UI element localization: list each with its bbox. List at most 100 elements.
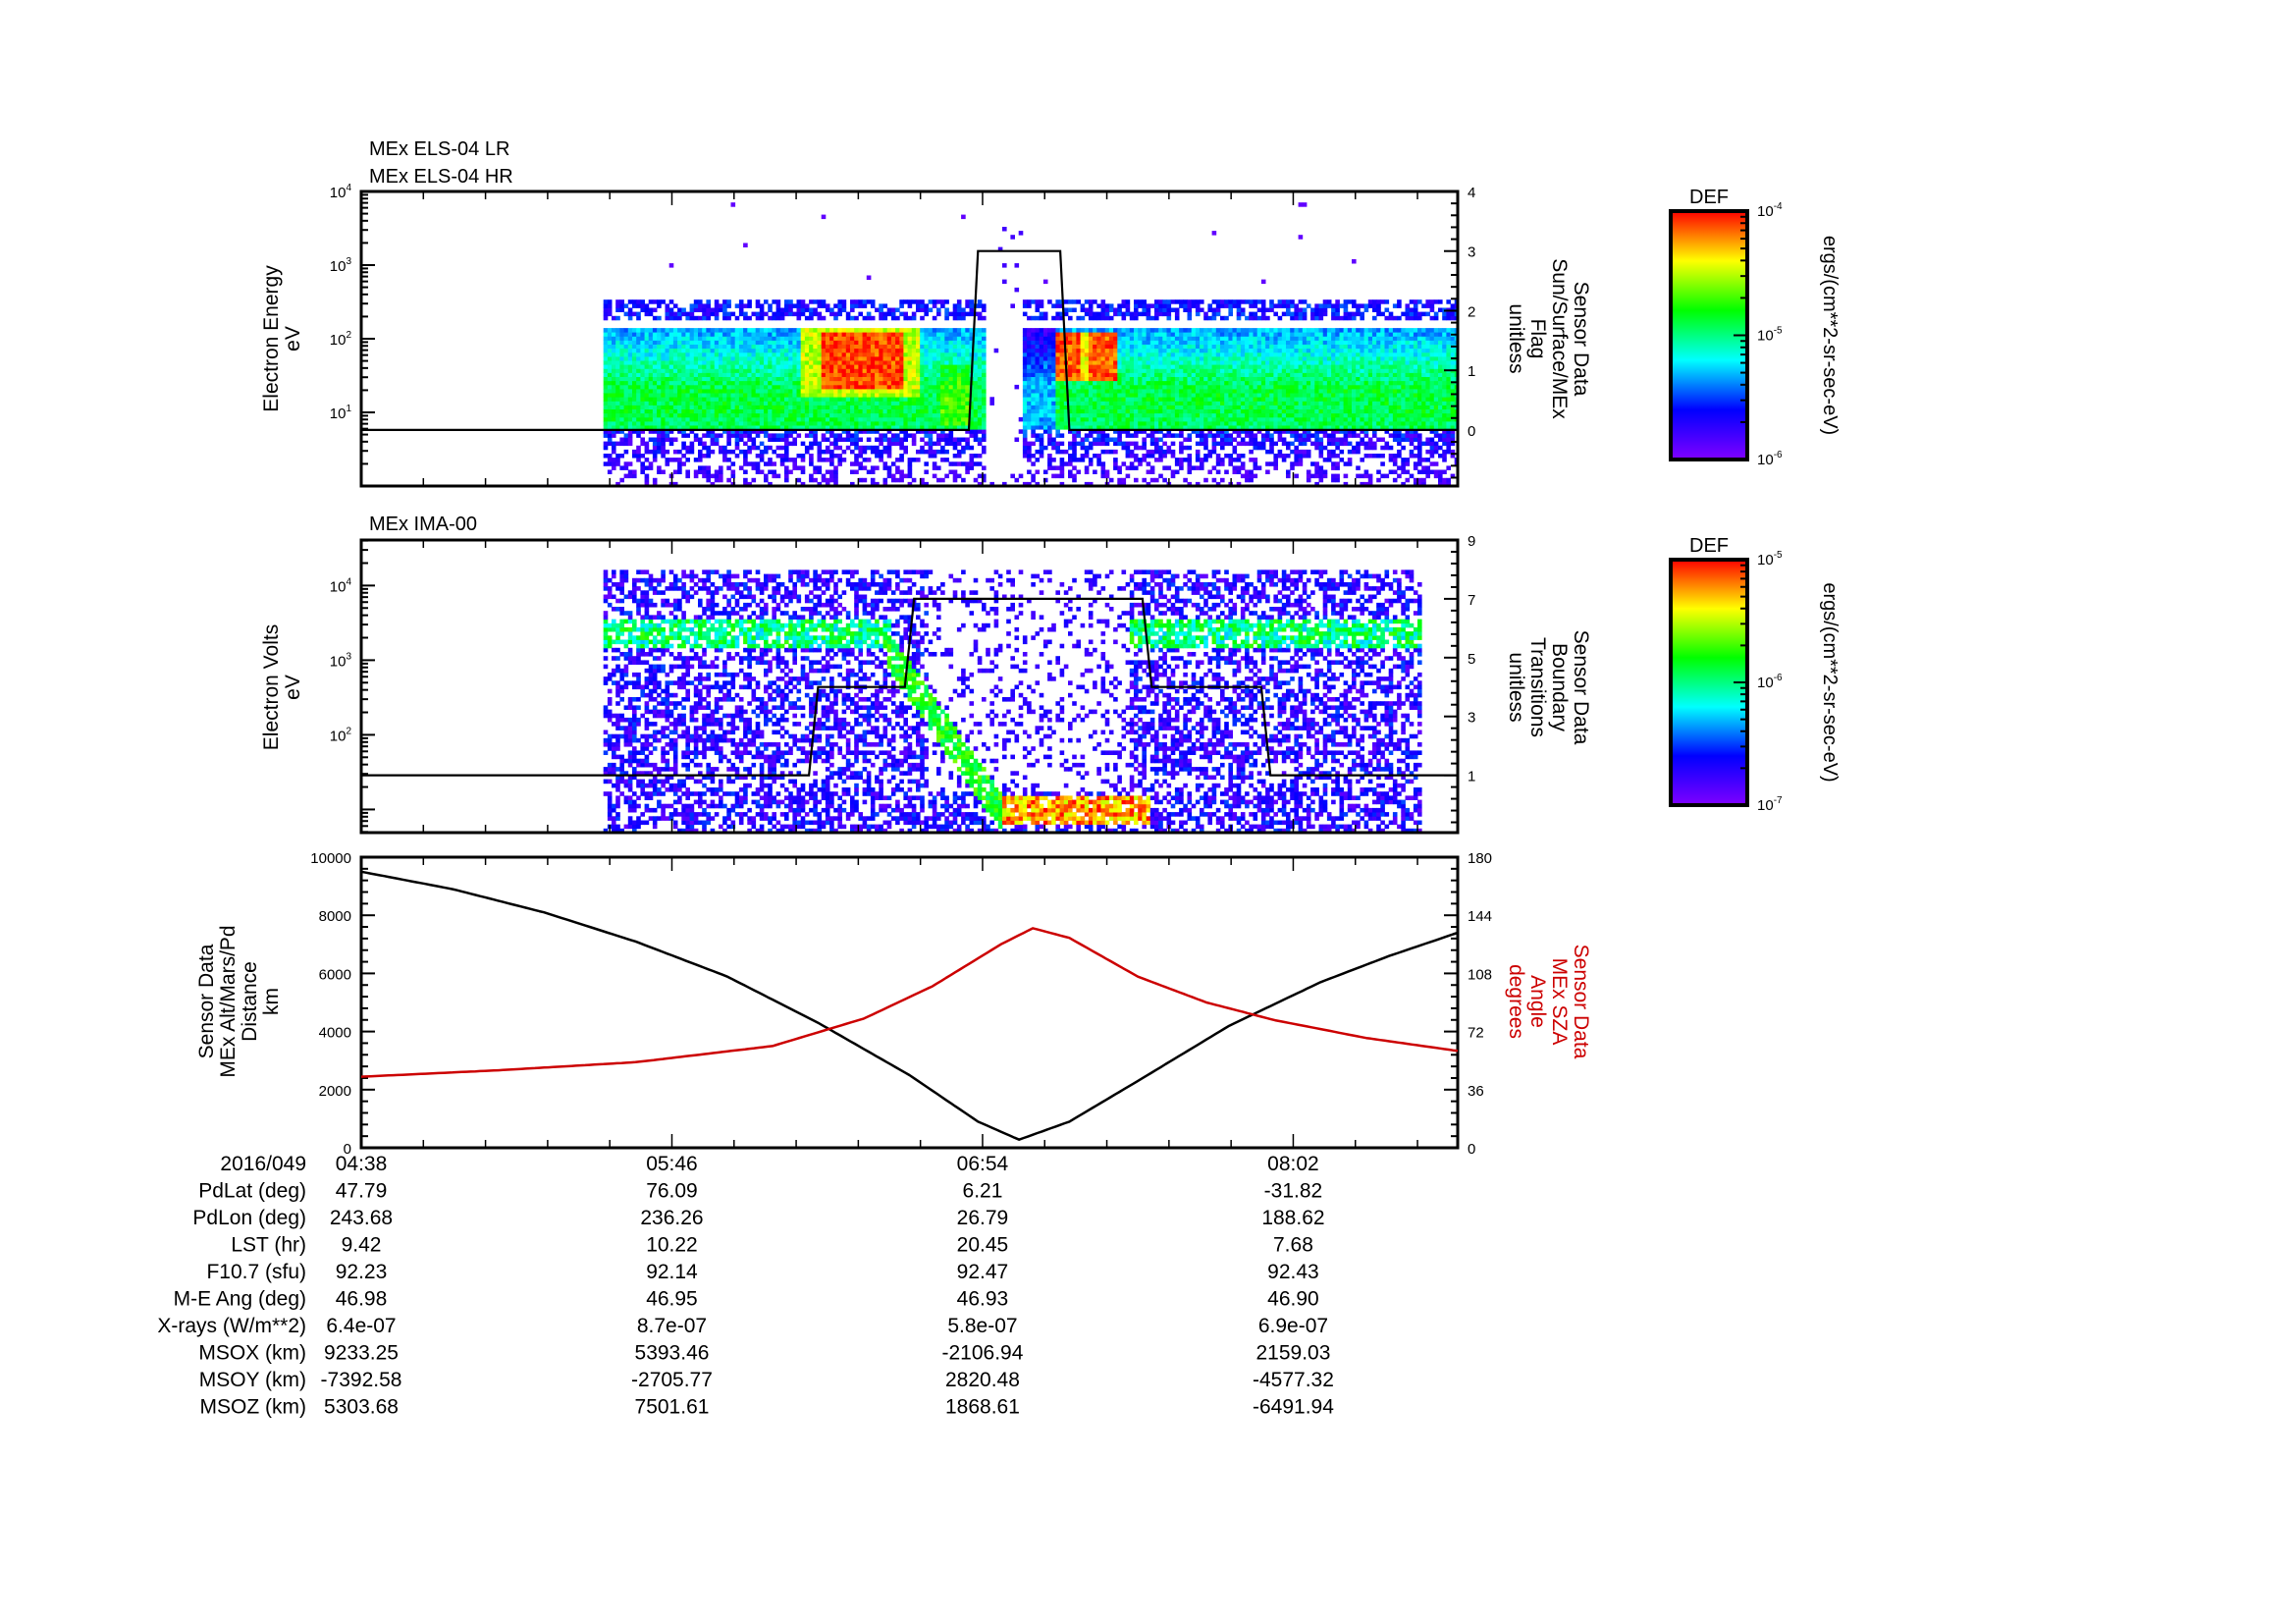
spectrogram-cell bbox=[965, 356, 970, 361]
spectrogram-cell bbox=[837, 393, 842, 398]
spectrogram-cell bbox=[1200, 397, 1204, 402]
spectrogram-cell bbox=[952, 376, 958, 382]
spectrogram-cell bbox=[890, 401, 896, 406]
spectrogram-cell bbox=[719, 360, 723, 365]
spectrogram-cell bbox=[743, 328, 748, 333]
spectrogram-cell bbox=[969, 421, 975, 426]
spectrogram-cell bbox=[1170, 336, 1176, 341]
spectrogram-cell bbox=[788, 384, 793, 390]
spectrogram-cell bbox=[825, 421, 830, 426]
spectrogram-cell bbox=[1195, 380, 1201, 386]
spectrogram-cell bbox=[714, 408, 720, 414]
spectrogram-cell bbox=[800, 311, 806, 317]
spectrogram-cell bbox=[956, 441, 962, 447]
spectrogram-cell bbox=[862, 356, 868, 361]
spectrogram-cell bbox=[619, 437, 624, 442]
spectrogram-cell bbox=[800, 408, 806, 414]
spectrogram-cell bbox=[875, 332, 880, 337]
spectrogram-cell bbox=[817, 389, 823, 394]
spectrogram-cell bbox=[730, 356, 736, 361]
spectrogram-cell bbox=[928, 376, 934, 382]
spectrogram-cell bbox=[1183, 389, 1188, 394]
spectrogram-cell bbox=[817, 328, 823, 333]
spectrogram-cell bbox=[813, 416, 818, 422]
spectrogram-cell bbox=[1166, 368, 1172, 373]
spectrogram-cell bbox=[1200, 332, 1204, 337]
spectrogram-cell bbox=[1166, 344, 1172, 350]
spectrogram-cell bbox=[882, 405, 888, 409]
spectrogram-cell bbox=[1129, 416, 1135, 422]
spectrogram-cell bbox=[1055, 397, 1060, 402]
spectrogram-cell bbox=[866, 368, 872, 373]
spectrogram-cell bbox=[882, 465, 888, 470]
spectrogram-cell bbox=[726, 340, 731, 345]
spectrogram-cell bbox=[677, 307, 682, 312]
spectrogram-cell bbox=[809, 425, 814, 430]
spectrogram-cell bbox=[829, 454, 834, 459]
spectrogram-cell bbox=[1059, 372, 1065, 377]
spectrogram-cell bbox=[1166, 303, 1172, 308]
spectrogram-cell bbox=[940, 348, 945, 353]
spectrogram-cell bbox=[677, 315, 682, 321]
spectrogram-cell bbox=[738, 332, 744, 337]
spectrogram-cell bbox=[1068, 360, 1073, 365]
spectrogram-cell bbox=[1093, 315, 1097, 321]
spectrogram-cell bbox=[1200, 380, 1204, 386]
spectrogram-cell bbox=[1104, 348, 1110, 353]
spectrogram-cell bbox=[907, 372, 913, 377]
spectrogram-cell bbox=[706, 376, 711, 382]
spectrogram-cell bbox=[916, 408, 921, 414]
spectrogram-cell bbox=[1100, 461, 1106, 466]
spectrogram-cell bbox=[1170, 332, 1176, 337]
spectrogram-cell bbox=[702, 380, 707, 386]
spectrogram-cell bbox=[1125, 397, 1131, 402]
spectrogram-cell bbox=[895, 307, 900, 312]
spectrogram-cell bbox=[1042, 279, 1048, 285]
spectrogram-cell bbox=[661, 416, 666, 422]
spectrogram-cell bbox=[1108, 437, 1114, 442]
spectrogram-cell bbox=[698, 465, 703, 470]
spectrogram-cell bbox=[1039, 340, 1044, 345]
spectrogram-cell bbox=[862, 421, 868, 426]
spectrogram-cell bbox=[1203, 352, 1208, 357]
spectrogram-cell bbox=[1031, 372, 1036, 377]
spectrogram-cell bbox=[1084, 397, 1090, 402]
spectrogram-cell bbox=[1080, 458, 1086, 462]
spectrogram-cell bbox=[1200, 299, 1204, 304]
spectrogram-cell bbox=[1039, 364, 1044, 369]
spectrogram-cell bbox=[1117, 389, 1122, 394]
spectrogram-cell bbox=[764, 473, 769, 479]
spectrogram-cell bbox=[944, 340, 949, 345]
spectrogram-cell bbox=[800, 344, 806, 350]
spectrogram-cell bbox=[821, 408, 827, 414]
spectrogram-cell bbox=[768, 412, 773, 418]
spectrogram-cell bbox=[924, 356, 929, 361]
spectrogram-cell bbox=[665, 401, 670, 406]
spectrogram-cell bbox=[928, 344, 934, 350]
spectrogram-cell bbox=[1104, 421, 1110, 426]
spectrogram-cell bbox=[837, 307, 842, 312]
spectrogram-cell bbox=[895, 437, 900, 442]
spectrogram-cell bbox=[948, 425, 954, 430]
spectrogram-cell bbox=[1211, 389, 1217, 394]
spectrogram-cell bbox=[784, 344, 789, 350]
spectrogram-cell bbox=[1051, 473, 1056, 479]
spectrogram-cell bbox=[755, 352, 761, 357]
spectrogram-cell bbox=[1138, 416, 1143, 422]
spectrogram-cell bbox=[759, 408, 765, 414]
spectrogram-cell bbox=[1146, 307, 1151, 312]
spectrogram-cell bbox=[772, 461, 776, 466]
spectrogram-cell bbox=[920, 348, 925, 353]
spectrogram-cell bbox=[833, 311, 838, 317]
spectrogram-cell bbox=[644, 328, 650, 333]
spectrogram-cell bbox=[652, 408, 658, 414]
spectrogram-cell bbox=[1179, 384, 1184, 390]
spectrogram-cell bbox=[648, 449, 654, 455]
spectrogram-cell bbox=[1031, 384, 1036, 390]
spectrogram-cell bbox=[1055, 465, 1060, 470]
spectrogram-cell bbox=[1134, 433, 1139, 438]
spectrogram-cell bbox=[1200, 356, 1204, 361]
spectrogram-cell bbox=[1149, 441, 1155, 447]
spectrogram-cell bbox=[685, 348, 690, 353]
spectrogram-cell bbox=[1200, 376, 1204, 382]
